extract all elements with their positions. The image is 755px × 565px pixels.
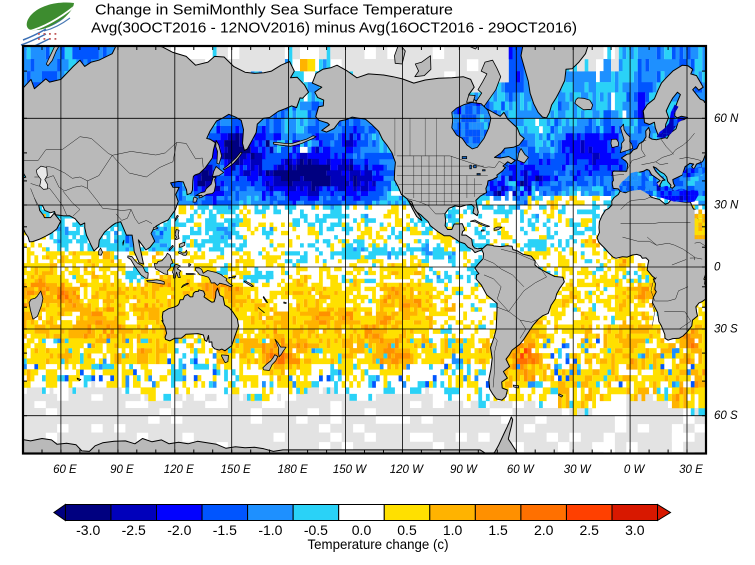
svg-text:0.0: 0.0 [352, 522, 372, 538]
svg-text:90 W: 90 W [450, 464, 478, 476]
svg-text:60 S: 60 S [714, 410, 738, 422]
svg-text:90 E: 90 E [110, 464, 134, 476]
svg-text:-2.5: -2.5 [122, 522, 146, 538]
svg-text:-0.5: -0.5 [304, 522, 328, 538]
svg-text:60 W: 60 W [507, 464, 535, 476]
svg-text:1.5: 1.5 [488, 522, 508, 538]
svg-text:60 E: 60 E [53, 464, 77, 476]
svg-text:30 E: 30 E [679, 464, 703, 476]
svg-text:30 W: 30 W [564, 464, 592, 476]
svg-text:Temperature change (c): Temperature change (c) [308, 536, 449, 552]
svg-text:Avg(30OCT2016 - 12NOV2016) min: Avg(30OCT2016 - 12NOV2016) minus Avg(16O… [91, 21, 577, 37]
svg-text:3.0: 3.0 [625, 522, 645, 538]
svg-text:150 W: 150 W [333, 464, 367, 476]
svg-text:180 E: 180 E [278, 464, 308, 476]
svg-text:150 E: 150 E [221, 464, 251, 476]
svg-text:0.5: 0.5 [397, 522, 417, 538]
svg-text:60 N: 60 N [714, 113, 739, 125]
svg-text:0: 0 [714, 262, 721, 274]
svg-text:120 W: 120 W [390, 464, 424, 476]
svg-text:30 S: 30 S [714, 324, 738, 336]
svg-text:Change in SemiMonthly Sea Surf: Change in SemiMonthly Sea Surface Temper… [95, 3, 453, 19]
svg-text:0 W: 0 W [624, 464, 646, 476]
svg-text:1.0: 1.0 [443, 522, 463, 538]
svg-text:120 E: 120 E [164, 464, 194, 476]
svg-text:-1.5: -1.5 [213, 522, 237, 538]
svg-text:-3.0: -3.0 [76, 522, 100, 538]
svg-text:2.5: 2.5 [579, 522, 599, 538]
svg-text:-1.0: -1.0 [258, 522, 282, 538]
svg-text:-2.0: -2.0 [167, 522, 191, 538]
svg-text:30 N: 30 N [714, 200, 739, 212]
svg-text:2.0: 2.0 [534, 522, 554, 538]
